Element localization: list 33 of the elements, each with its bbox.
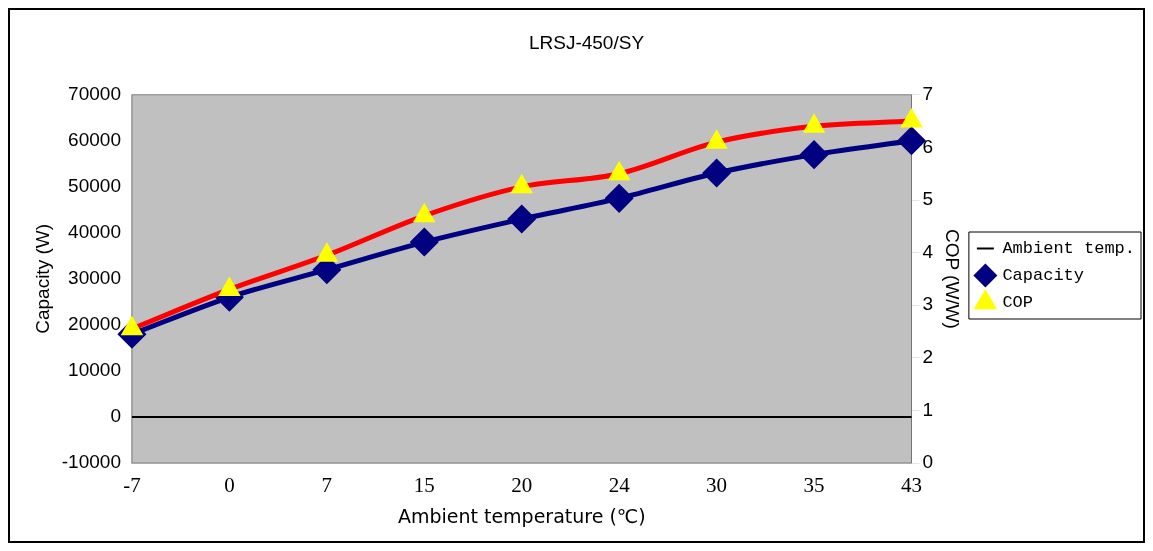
y2-tick-label: 4	[922, 240, 934, 262]
y-tick-label: 10000	[68, 359, 121, 381]
x-tick-label: 15	[413, 473, 435, 498]
y-tick-label: 0	[110, 405, 121, 427]
legend-label: Ambient temp.	[1002, 239, 1135, 258]
y-tick-label: 30000	[68, 267, 121, 289]
legend-label: COP	[1002, 293, 1033, 312]
y2-tick-label: 2	[922, 346, 934, 368]
y2-tick-label: 1	[922, 398, 934, 420]
legend-label: Capacity	[1002, 266, 1084, 285]
y-tick-label: 50000	[68, 175, 121, 197]
y2-tick-label: 7	[922, 83, 934, 105]
y2-tick-label: 3	[922, 293, 934, 315]
x-tick-label: 7	[321, 473, 333, 498]
y-tick-label: 20000	[68, 313, 121, 335]
chart-title: LRSJ-450/SY	[528, 31, 645, 53]
x-tick-label: -7	[123, 473, 141, 498]
y2-axis-title: COP (W/W)	[942, 228, 964, 329]
x-tick-label: 24	[608, 473, 631, 498]
x-axis-title: Ambient temperature (℃)	[397, 504, 646, 527]
x-tick-label: 0	[224, 473, 235, 498]
y2-tick-label: 6	[922, 135, 934, 157]
y-tick-label: 70000	[68, 83, 121, 105]
x-tick-label: 20	[511, 473, 533, 498]
x-tick-label: 30	[706, 473, 728, 498]
x-tick-label: 43	[901, 473, 923, 498]
y-axis-title: Capacity (W)	[31, 224, 53, 334]
y2-tick-label: 0	[922, 451, 934, 473]
y-tick-label: -10000	[61, 451, 121, 473]
y-tick-label: 60000	[68, 129, 121, 151]
y-tick-label: 40000	[68, 221, 121, 243]
x-tick-label: 35	[803, 473, 825, 498]
y2-tick-label: 5	[922, 188, 934, 210]
